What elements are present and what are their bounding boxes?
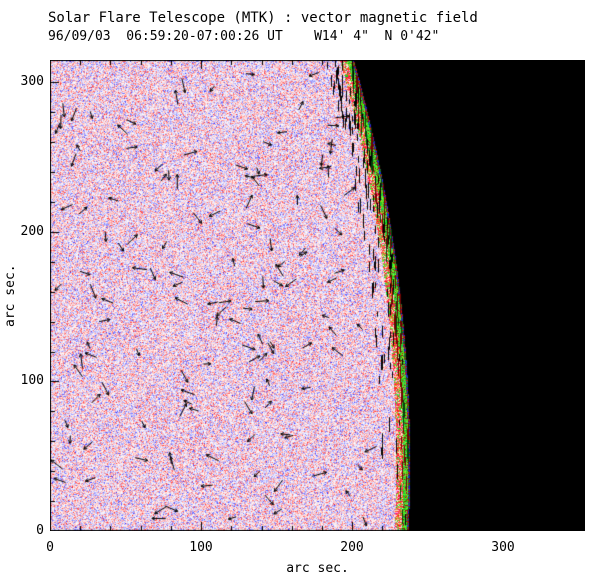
y-tick-label-300: 300 xyxy=(20,74,44,89)
x-tick-label-300: 300 xyxy=(491,540,515,555)
chart-title: Solar Flare Telescope (MTK) : vector mag… xyxy=(48,10,478,26)
chart-subtitle: 96/09/03 06:59:20-07:00:26 UT W14' 4" N … xyxy=(48,29,440,44)
x-tick-label-100: 100 xyxy=(189,540,213,555)
x-axis-label: arc sec. xyxy=(286,561,349,576)
magnetogram-canvas xyxy=(50,60,585,531)
y-tick-label-200: 200 xyxy=(20,224,44,239)
x-tick-label-0: 0 xyxy=(46,540,54,555)
y-axis-label: arc sec. xyxy=(3,264,18,328)
y-tick-label-0: 0 xyxy=(36,523,44,538)
x-tick-label-200: 200 xyxy=(340,540,364,555)
y-tick-label-100: 100 xyxy=(20,373,44,388)
